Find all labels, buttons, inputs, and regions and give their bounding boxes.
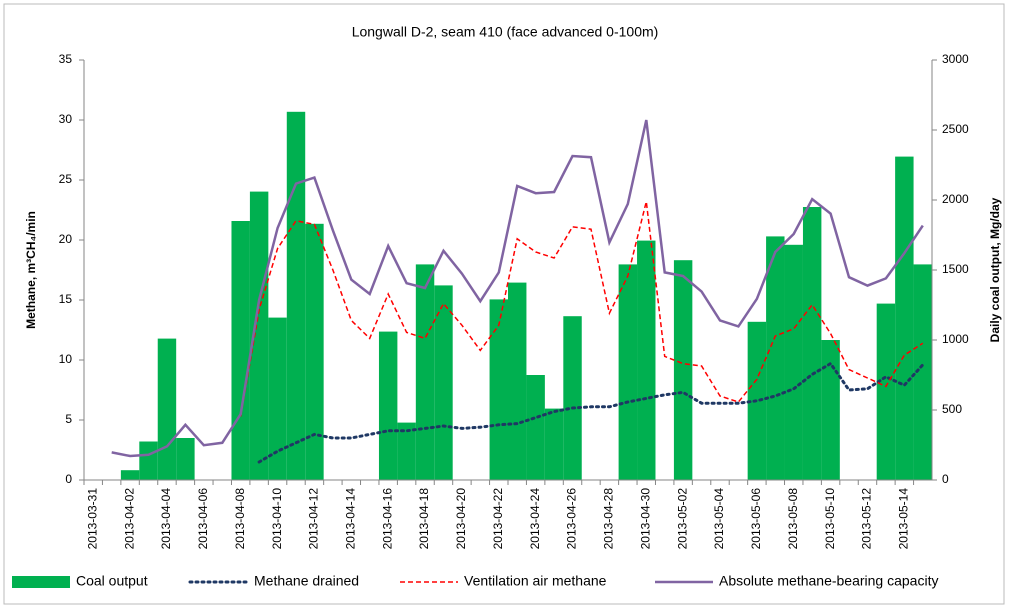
bar [821,340,840,480]
bar [397,422,416,480]
bar [673,260,693,480]
line-series [111,119,924,458]
bar [876,303,896,480]
x-tick-label: 2013-04-14 [343,488,357,550]
x-tick-label: 2013-04-30 [638,488,652,550]
bar [802,207,822,480]
x-tick-label: 2013-05-08 [786,488,800,550]
bar [489,299,508,480]
x-tick-label: 2013-05-06 [749,488,763,550]
bar [157,338,177,480]
x-tick-label: 2013-04-06 [196,488,210,550]
bar [563,316,582,480]
legend-label: Ventilation air methane [464,573,607,589]
bar [508,282,527,480]
legend-label: Methane drained [254,573,359,589]
bar [637,240,656,480]
y-tick-label: 5 [65,412,72,426]
y-tick-label: 25 [59,172,73,186]
bar [766,236,785,480]
y2-axis-title: Daily coal output, Mg/day [988,197,1002,342]
y-tick-label: 20 [59,232,73,246]
bar [268,317,287,480]
bar [913,264,932,480]
x-tick-label: 2013-04-22 [491,488,505,550]
x-tick-label: 2013-04-10 [270,488,284,550]
legend-label: Coal output [76,573,148,589]
x-tick-label: 2013-04-26 [565,488,579,550]
legend-swatch [12,576,70,588]
x-tick-label: 2013-04-12 [307,488,321,550]
bar [249,191,269,480]
x-tick-label: 2013-03-31 [85,488,99,550]
bar [139,441,158,480]
bar [231,221,250,480]
x-tick-label: 2013-04-04 [159,488,173,550]
bar [618,264,638,480]
x-tick-label: 2013-04-02 [122,488,136,550]
y-tick-label: 35 [59,52,73,66]
y2-tick-label: 500 [942,402,962,416]
line-series [257,361,925,464]
bar [286,111,306,481]
x-tick-label: 2013-04-08 [233,488,247,550]
x-tick-label: 2013-04-16 [380,488,394,550]
bar [526,375,545,480]
bar [895,156,914,480]
y-axis-title: Methane, m³CH₄/min [24,211,38,329]
x-tick-label: 2013-05-12 [860,488,874,550]
y2-tick-label: 2500 [942,122,969,136]
y-tick-label: 30 [59,112,73,126]
bar [434,285,453,480]
x-tick-label: 2013-05-10 [823,488,837,550]
y2-tick-label: 1000 [942,332,969,346]
x-tick-label: 2013-04-28 [602,488,616,550]
y-tick-label: 0 [65,472,72,486]
y2-tick-label: 1500 [942,262,969,276]
bar [305,223,324,481]
y2-tick-label: 3000 [942,52,969,66]
y-tick-label: 15 [59,292,73,306]
bar [120,470,140,480]
bar [544,408,564,480]
x-tick-label: 2013-04-18 [417,488,431,550]
x-tick-label: 2013-05-02 [675,488,689,550]
chart-title: Longwall D-2, seam 410 (face advanced 0-… [352,24,659,40]
bar [784,244,803,480]
line-series [239,201,924,417]
x-tick-label: 2013-04-24 [528,488,542,550]
y2-tick-label: 0 [942,472,949,486]
bar [415,264,435,480]
bar [378,331,398,480]
x-tick-label: 2013-04-20 [454,488,468,550]
x-tick-label: 2013-05-14 [896,488,910,550]
legend-label: Absolute methane-bearing capacity [719,573,938,589]
y2-tick-label: 2000 [942,192,969,206]
bar [176,438,195,480]
x-tick-label: 2013-05-04 [712,488,726,550]
y-tick-label: 10 [59,352,73,366]
